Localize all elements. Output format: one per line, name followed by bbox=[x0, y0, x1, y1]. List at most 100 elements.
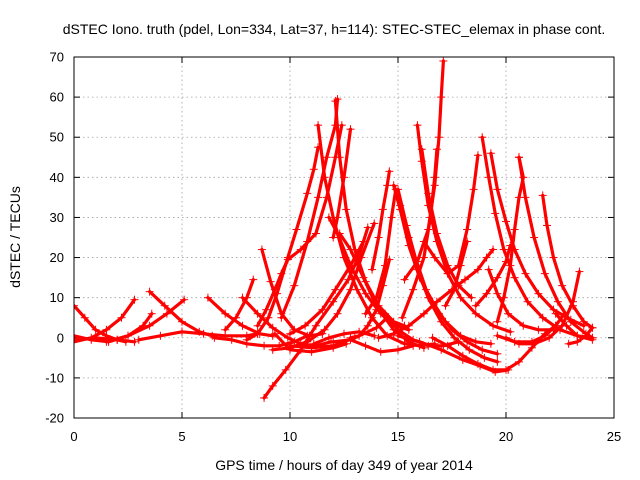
data-point bbox=[400, 275, 409, 284]
data-point bbox=[486, 149, 495, 158]
plot-series bbox=[74, 57, 597, 402]
series-line bbox=[223, 278, 255, 332]
plot-frame bbox=[73, 56, 615, 419]
data-point bbox=[130, 337, 139, 346]
data-point bbox=[493, 289, 502, 298]
data-point bbox=[581, 331, 590, 340]
data-point bbox=[409, 341, 418, 350]
data-point bbox=[352, 285, 361, 294]
data-point bbox=[329, 233, 338, 242]
data-point bbox=[355, 327, 364, 336]
data-point bbox=[238, 321, 247, 330]
series-line bbox=[256, 123, 344, 328]
data-point bbox=[439, 57, 448, 66]
data-point bbox=[303, 189, 312, 198]
series-line bbox=[480, 135, 594, 340]
y-tick-label: -10 bbox=[45, 370, 64, 385]
data-point bbox=[471, 309, 480, 318]
data-point bbox=[465, 345, 474, 354]
data-point bbox=[283, 333, 292, 342]
data-point bbox=[270, 329, 279, 338]
data-point bbox=[566, 317, 575, 326]
data-point bbox=[394, 185, 402, 194]
data-point bbox=[74, 301, 78, 310]
data-point bbox=[283, 255, 292, 264]
data-point bbox=[473, 265, 482, 274]
data-point bbox=[370, 331, 379, 340]
series-line bbox=[420, 147, 473, 300]
data-point bbox=[124, 331, 132, 340]
data-point bbox=[562, 321, 571, 330]
data-point bbox=[378, 281, 387, 290]
data-point bbox=[551, 321, 560, 330]
data-point bbox=[588, 335, 597, 344]
data-point bbox=[320, 325, 329, 334]
data-point bbox=[424, 189, 433, 198]
series-line bbox=[377, 247, 495, 340]
data-point bbox=[484, 265, 493, 274]
data-point bbox=[389, 181, 398, 190]
data-point bbox=[409, 285, 418, 294]
data-point bbox=[303, 237, 312, 246]
data-point bbox=[74, 337, 78, 346]
data-point bbox=[493, 357, 502, 366]
data-point bbox=[564, 339, 573, 348]
data-point bbox=[579, 317, 588, 326]
data-point bbox=[134, 335, 143, 344]
y-tick-label: 0 bbox=[57, 330, 64, 345]
data-point bbox=[257, 245, 266, 254]
data-point bbox=[499, 245, 508, 254]
data-point bbox=[415, 337, 424, 346]
chart-title: dSTEC Iono. truth (pdel, Lon=334, Lat=37… bbox=[63, 21, 606, 37]
data-point bbox=[335, 153, 344, 162]
data-point bbox=[286, 329, 294, 338]
data-point bbox=[428, 333, 437, 342]
data-point bbox=[80, 313, 89, 322]
data-point bbox=[460, 275, 469, 284]
data-point bbox=[376, 347, 385, 356]
data-point bbox=[484, 173, 493, 182]
data-point bbox=[346, 245, 355, 254]
data-point bbox=[530, 233, 539, 242]
data-point bbox=[253, 309, 262, 318]
data-point bbox=[491, 209, 500, 218]
data-point bbox=[493, 317, 502, 326]
x-tick-label: 20 bbox=[499, 429, 513, 444]
data-point bbox=[331, 97, 340, 106]
data-point bbox=[324, 333, 333, 342]
data-point bbox=[301, 321, 310, 330]
data-point bbox=[329, 297, 338, 306]
data-point bbox=[361, 309, 370, 318]
series-line bbox=[279, 97, 340, 320]
data-point bbox=[499, 293, 508, 302]
data-point bbox=[378, 205, 387, 214]
data-point bbox=[160, 301, 169, 310]
grid bbox=[74, 57, 614, 418]
data-point bbox=[514, 153, 523, 162]
data-point bbox=[456, 293, 465, 302]
data-point bbox=[424, 293, 433, 302]
data-point bbox=[320, 173, 329, 182]
y-tick-label: 30 bbox=[50, 210, 64, 225]
data-point bbox=[180, 295, 189, 304]
data-point bbox=[147, 309, 156, 318]
data-point bbox=[568, 301, 577, 310]
data-point bbox=[419, 309, 428, 318]
data-point bbox=[573, 337, 582, 346]
data-point bbox=[558, 281, 567, 290]
data-point bbox=[549, 305, 558, 314]
data-point bbox=[370, 219, 379, 228]
data-point bbox=[454, 337, 463, 346]
data-point bbox=[286, 345, 294, 354]
series-group bbox=[74, 57, 597, 402]
data-point bbox=[266, 277, 275, 286]
data-point bbox=[372, 305, 381, 314]
data-point bbox=[333, 309, 342, 318]
data-point bbox=[491, 367, 500, 376]
x-tick-label: 15 bbox=[391, 429, 405, 444]
data-point bbox=[242, 335, 251, 344]
data-point bbox=[292, 225, 301, 234]
y-tick-label: 10 bbox=[50, 290, 64, 305]
series-line bbox=[400, 147, 439, 320]
